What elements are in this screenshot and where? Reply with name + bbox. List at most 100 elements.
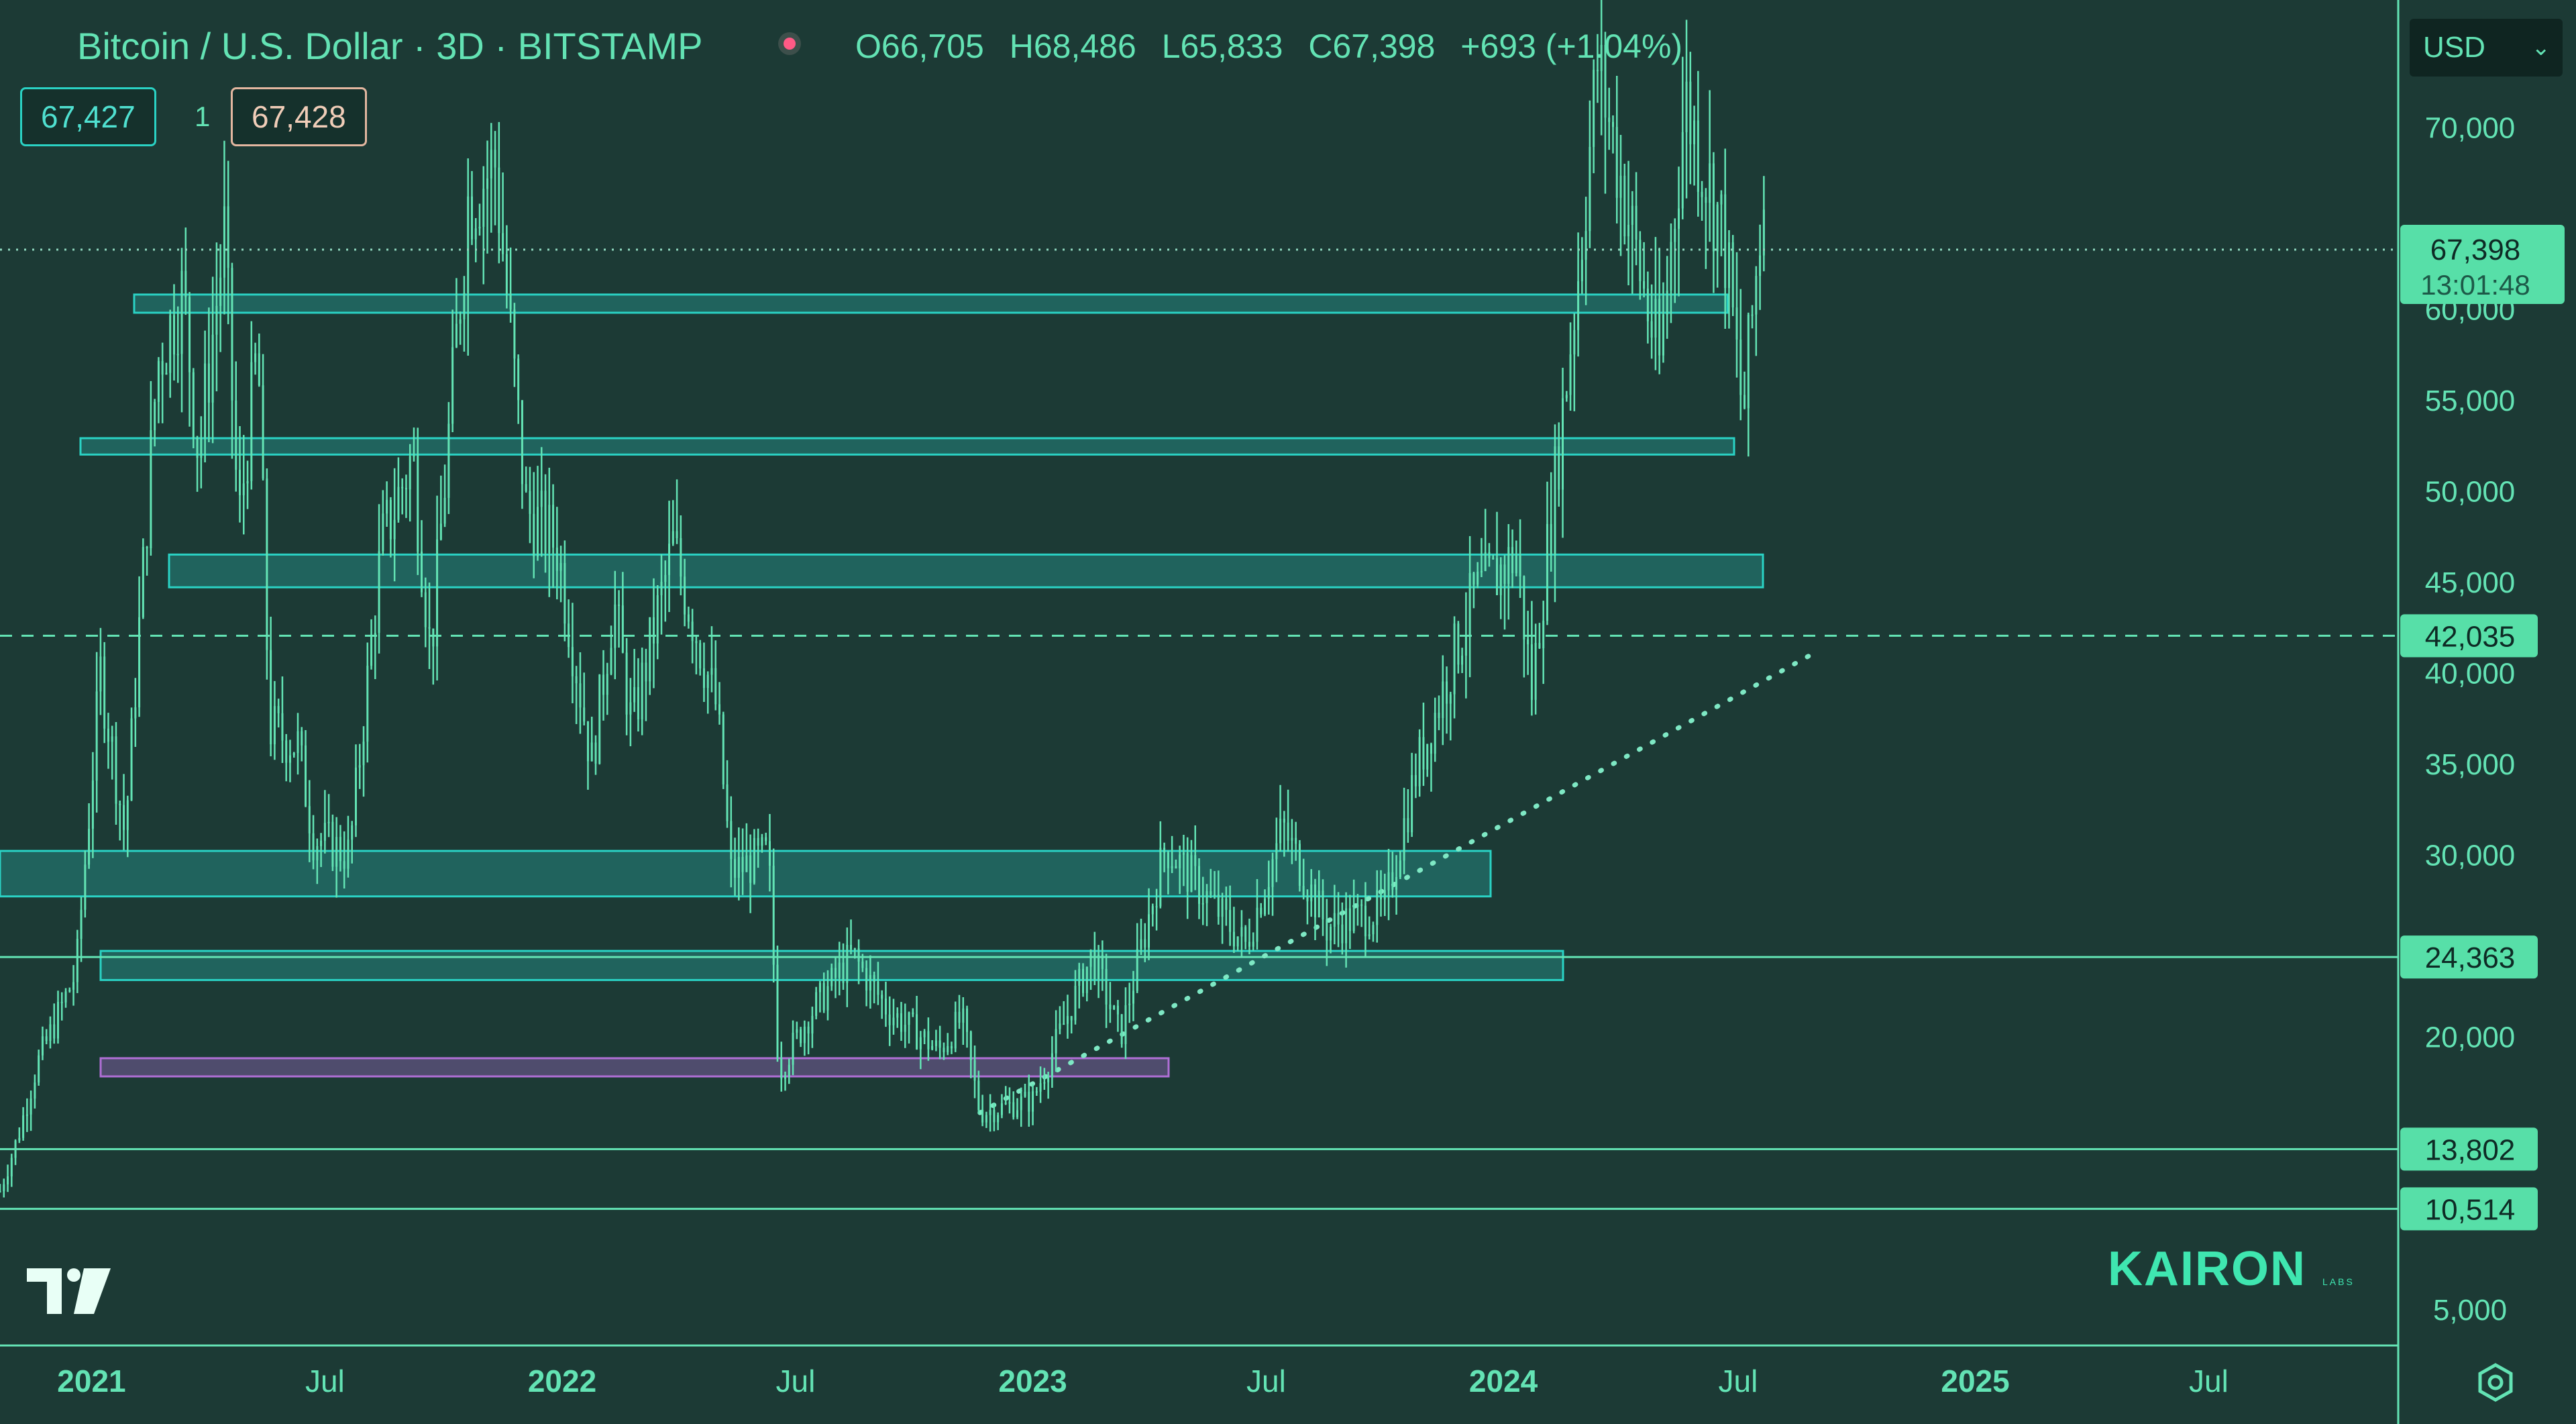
candle-body <box>822 982 825 1011</box>
candle-body <box>34 1082 36 1099</box>
candle-body <box>1101 954 1104 970</box>
candle-body <box>1411 775 1413 833</box>
candle-body <box>761 837 763 846</box>
candle-body <box>1348 908 1351 931</box>
candle-body <box>1163 848 1166 853</box>
symbol-title[interactable]: Bitcoin / U.S. Dollar · 3D · BITSTAMP <box>77 25 703 67</box>
candle-body <box>1291 837 1293 841</box>
candle-body <box>633 686 636 703</box>
candle-body <box>1403 818 1405 861</box>
currency-select[interactable]: USD ⌄ <box>2410 19 2563 77</box>
market-status-icon[interactable] <box>778 32 801 55</box>
candle-body <box>1082 968 1085 993</box>
candle-body <box>1658 299 1661 356</box>
candle-body <box>726 784 729 821</box>
candle-body <box>1186 853 1189 892</box>
candle-body <box>1179 854 1181 868</box>
time-tick-label: Jul <box>2189 1364 2229 1398</box>
candle-body <box>1205 891 1208 903</box>
candle-body <box>99 656 102 692</box>
candle-body <box>1109 1004 1112 1009</box>
candle-body <box>846 945 849 983</box>
candle-body <box>1287 822 1289 841</box>
candle-body <box>1477 571 1479 585</box>
candles-layer <box>0 0 1765 1198</box>
candle-body <box>788 1064 790 1076</box>
candle-body <box>1515 555 1517 574</box>
candle-body <box>130 718 133 801</box>
tradingview-logo-icon[interactable] <box>27 1268 111 1317</box>
candle-body <box>656 595 659 644</box>
ohlc-change: +693 (+1.04%) <box>1460 28 1683 65</box>
gear-icon[interactable] <box>2475 1362 2516 1403</box>
candle-body <box>1043 1082 1046 1084</box>
price-tick-label: 20,000 <box>2425 1021 2516 1054</box>
candle-body <box>1527 639 1529 645</box>
candle-body <box>1685 81 1688 132</box>
candle-body <box>691 621 694 642</box>
candle-body <box>985 1115 987 1123</box>
candle-body <box>447 423 450 498</box>
candle-body <box>1198 866 1200 904</box>
candle-body <box>954 1011 957 1049</box>
candle-body <box>1055 1029 1057 1054</box>
candle-body <box>649 617 651 682</box>
time-tick-label: 2025 <box>1941 1364 2009 1398</box>
candle-body <box>207 363 210 403</box>
candle-body <box>947 1046 949 1052</box>
candle-body <box>277 706 280 713</box>
candle-body <box>1059 1023 1061 1029</box>
candle-body <box>1480 570 1483 572</box>
candle-body <box>919 1037 922 1050</box>
candle-body <box>1008 1102 1011 1104</box>
candle-body <box>1442 681 1444 718</box>
candle-body <box>1264 899 1267 915</box>
candle-body <box>126 800 129 830</box>
candle-body <box>1449 694 1452 704</box>
candle-body <box>301 731 303 746</box>
candle-body <box>706 674 709 689</box>
candle-body <box>796 1029 798 1033</box>
candle-body <box>258 353 260 386</box>
candle-body <box>1194 855 1197 866</box>
candle-body <box>432 628 435 647</box>
candle-body <box>239 470 241 495</box>
candle-body <box>962 1008 965 1023</box>
sell-price-button[interactable]: 67,427 <box>20 87 156 146</box>
candle-body <box>1530 644 1533 700</box>
candle-body <box>22 1115 25 1138</box>
candle-body <box>745 855 748 872</box>
candle-body <box>1495 558 1498 595</box>
candle-body <box>931 1046 934 1050</box>
order-quantity[interactable]: 1 <box>195 101 211 132</box>
candle-body <box>997 1115 1000 1123</box>
candle-body <box>568 623 570 648</box>
candle-body <box>91 780 94 829</box>
candle-body <box>1747 314 1750 409</box>
candle-body <box>606 674 608 695</box>
candle-body <box>273 706 276 745</box>
candle-body <box>1643 281 1646 289</box>
candle-body <box>262 385 264 479</box>
candle-body <box>1608 117 1611 122</box>
candle-body <box>1511 547 1514 574</box>
candle-body <box>1368 934 1371 937</box>
candle-body <box>1364 905 1366 937</box>
candle-body <box>463 293 466 319</box>
candle-body <box>1523 576 1525 640</box>
price-tick-label: 55,000 <box>2425 385 2516 417</box>
buy-price-button[interactable]: 67,428 <box>231 87 367 146</box>
candle-body <box>498 167 500 234</box>
candle-body <box>1097 954 1100 980</box>
candle-body <box>1210 891 1212 895</box>
candle-body <box>1345 908 1348 944</box>
candle-body <box>741 856 744 872</box>
candle-body <box>730 821 733 860</box>
candle-body <box>1089 950 1092 967</box>
candle-body <box>695 641 698 644</box>
candle-body <box>455 323 458 348</box>
candle-body <box>1295 837 1297 844</box>
candle-body <box>834 968 837 978</box>
candle-body <box>1016 1110 1018 1117</box>
